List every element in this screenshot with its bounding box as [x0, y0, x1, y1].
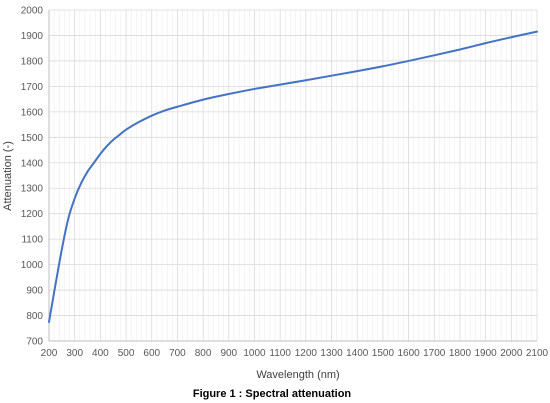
x-tick-label: 900: [220, 348, 237, 359]
x-tick-label: 400: [92, 348, 109, 359]
y-tick-label: 1800: [21, 56, 44, 67]
x-tick-label: 1700: [423, 348, 446, 359]
x-tick-label: 1200: [295, 348, 318, 359]
x-tick-label: 1400: [346, 348, 369, 359]
y-tick-label: 1200: [21, 209, 44, 220]
x-axis-title: Wavelength (nm): [256, 369, 339, 381]
y-tick-label: 1700: [21, 82, 44, 93]
attenuation-series-line: [48, 30, 538, 323]
x-tick-label: 1100: [269, 348, 291, 359]
x-tick-label: 700: [169, 348, 186, 359]
y-tick-label: 1300: [21, 184, 44, 195]
x-tick-label: 200: [41, 348, 58, 359]
x-tick-label: 500: [118, 348, 135, 359]
y-tick-label: 900: [26, 286, 43, 297]
chart-grid: [48, 9, 538, 342]
x-tick-label: 1500: [372, 348, 395, 359]
y-tick-label: 2000: [21, 6, 44, 17]
y-tick-label: 1400: [21, 158, 44, 169]
x-tick-label: 800: [195, 348, 212, 359]
x-tick-label: 1800: [449, 348, 472, 359]
y-tick-label: 800: [26, 311, 43, 322]
x-tick-label: 600: [143, 348, 160, 359]
x-tick-label: 1300: [320, 348, 343, 359]
y-tick-label: 1900: [21, 31, 44, 42]
x-tick-label: 300: [66, 348, 83, 359]
y-tick-label: 700: [26, 337, 43, 348]
x-tick-label: 1000: [243, 348, 266, 359]
x-tick-label: 1900: [475, 348, 498, 359]
x-tick-label: 2000: [500, 348, 523, 359]
y-tick-label: 1000: [21, 260, 44, 271]
chart-series: [48, 30, 538, 323]
y-tick-label: 1100: [21, 235, 43, 246]
x-tick-label: 1600: [397, 348, 420, 359]
x-tick-label: 2100: [526, 348, 549, 359]
y-axis-title: Attenuation (-): [2, 141, 14, 211]
y-tick-label: 1500: [21, 133, 44, 144]
chart-tick-labels: 200 300 400 500 600 700 800 900 1000 1100 1200 1300…: [21, 6, 549, 360]
figure-caption: Figure 1 : Spectral attenuation: [193, 388, 352, 400]
chart-axes: [48, 10, 537, 342]
y-tick-label: 1600: [21, 107, 44, 118]
